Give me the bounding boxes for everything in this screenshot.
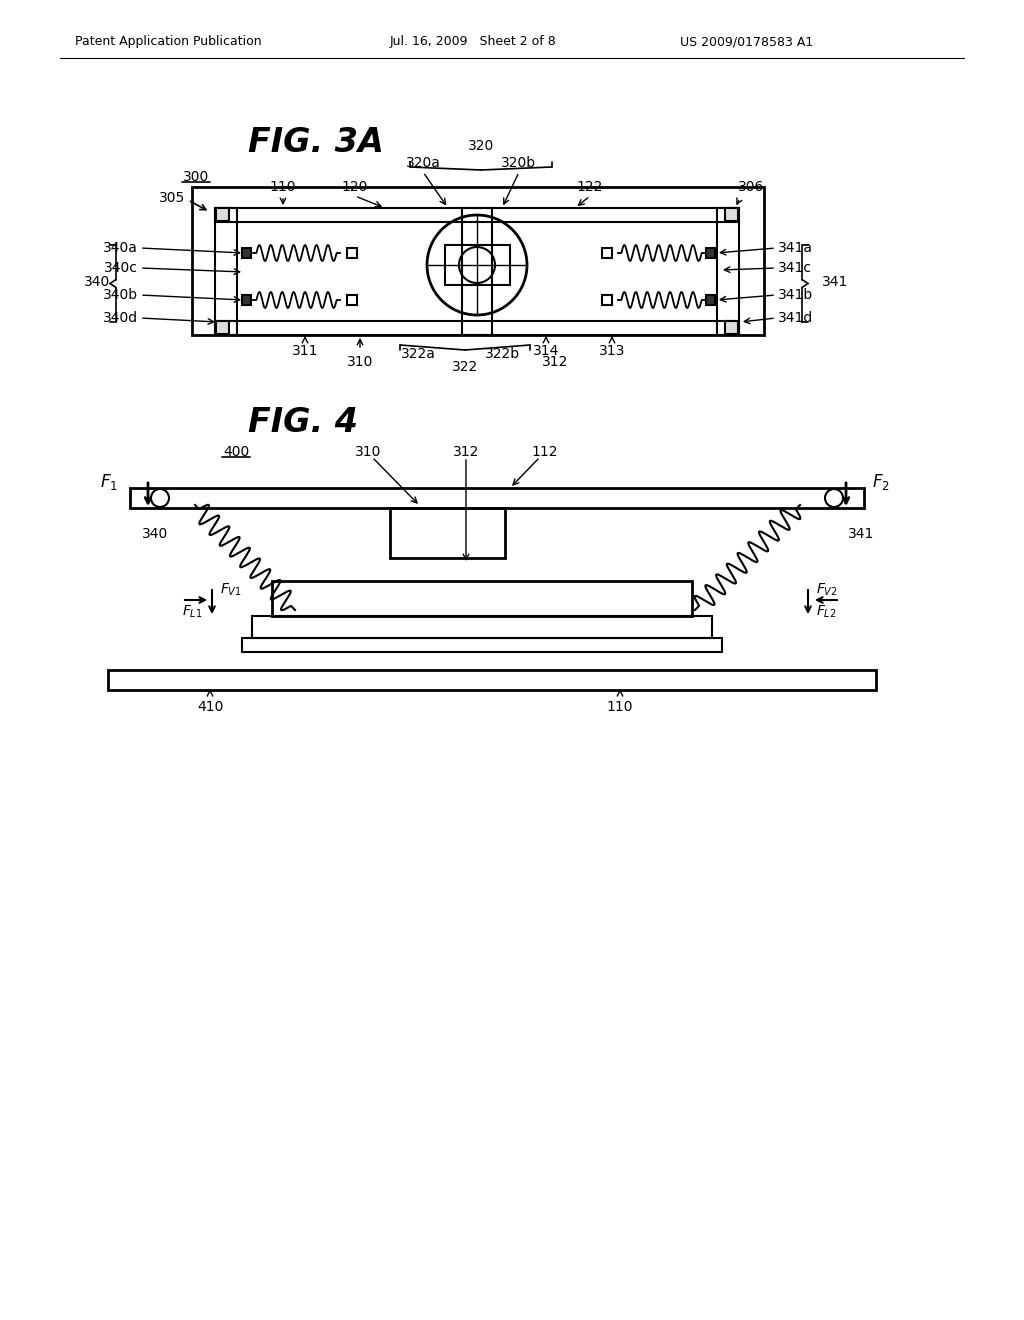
Text: 120: 120	[342, 180, 369, 194]
Bar	[725, 321, 738, 334]
Text: 300: 300	[183, 170, 209, 183]
Bar	[717, 209, 739, 335]
Text: US 2009/0178583 A1: US 2009/0178583 A1	[680, 36, 813, 49]
Text: 340c: 340c	[104, 261, 138, 275]
Text: 311: 311	[292, 345, 318, 358]
Text: 340b: 340b	[102, 288, 138, 302]
Text: FIG. 3A: FIG. 3A	[248, 125, 384, 158]
Text: 310: 310	[347, 355, 373, 370]
Text: $F_{L2}$: $F_{L2}$	[816, 603, 837, 620]
Bar	[242, 294, 251, 305]
Bar	[706, 294, 715, 305]
Text: $F_{L1}$: $F_{L1}$	[182, 603, 203, 620]
Text: 340: 340	[141, 527, 168, 541]
Bar	[215, 321, 739, 335]
Bar	[130, 488, 864, 508]
Bar	[242, 248, 251, 257]
Text: 322b: 322b	[484, 347, 519, 360]
Text: 312: 312	[453, 445, 479, 459]
Text: $F_1$: $F_1$	[100, 473, 118, 492]
Text: 312: 312	[542, 355, 568, 370]
Text: 306: 306	[738, 180, 764, 194]
Text: 341d: 341d	[778, 312, 813, 325]
Text: 320b: 320b	[502, 156, 537, 170]
Bar	[272, 581, 692, 616]
Bar	[462, 209, 492, 335]
Text: $F_{V2}$: $F_{V2}$	[816, 582, 838, 598]
Bar	[242, 638, 722, 652]
Text: 110: 110	[269, 180, 296, 194]
Bar	[725, 209, 738, 220]
Bar	[706, 248, 715, 257]
Text: 340: 340	[84, 275, 111, 289]
Text: Jul. 16, 2009   Sheet 2 of 8: Jul. 16, 2009 Sheet 2 of 8	[390, 36, 557, 49]
Text: 305: 305	[159, 191, 185, 205]
Text: 320: 320	[468, 139, 495, 153]
Text: 341: 341	[822, 275, 848, 289]
Text: 340d: 340d	[102, 312, 138, 325]
Bar	[108, 671, 876, 690]
Text: 313: 313	[599, 345, 626, 358]
Bar	[193, 187, 764, 335]
Text: $F_{V1}$: $F_{V1}$	[220, 582, 242, 598]
Text: 341a: 341a	[778, 242, 813, 255]
Text: $F_2$: $F_2$	[872, 473, 890, 492]
Text: 314: 314	[532, 345, 559, 358]
Text: 320a: 320a	[406, 156, 440, 170]
Text: FIG. 4: FIG. 4	[248, 405, 358, 438]
Text: 340a: 340a	[103, 242, 138, 255]
Text: 322a: 322a	[400, 347, 435, 360]
Bar	[215, 209, 739, 222]
Text: 341b: 341b	[778, 288, 813, 302]
Text: 322: 322	[452, 360, 478, 374]
Text: 310: 310	[354, 445, 381, 459]
Text: 410: 410	[197, 700, 223, 714]
Text: 122: 122	[577, 180, 603, 194]
Text: 400: 400	[223, 445, 249, 459]
Text: 341c: 341c	[778, 261, 812, 275]
Text: 112: 112	[531, 445, 558, 459]
Bar	[216, 209, 229, 220]
Text: 110: 110	[607, 700, 633, 714]
Bar	[390, 508, 505, 558]
Bar	[445, 246, 510, 285]
Text: 341: 341	[848, 527, 874, 541]
Bar	[252, 616, 712, 638]
Bar	[215, 209, 237, 335]
Text: Patent Application Publication: Patent Application Publication	[75, 36, 261, 49]
Bar	[216, 321, 229, 334]
